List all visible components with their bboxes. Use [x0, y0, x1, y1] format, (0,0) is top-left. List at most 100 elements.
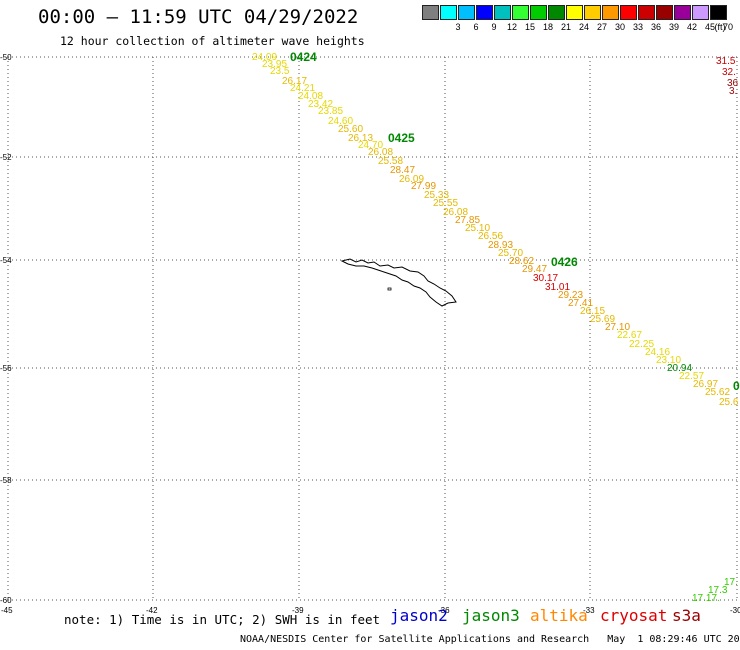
wave-height-label: 23.42 [308, 99, 333, 110]
edge-readings: 31.532.363. 17.17.317.17. 0 [692, 56, 740, 604]
scale-label: 27 [596, 22, 607, 32]
wave-height-label: 25.70 [498, 248, 523, 259]
wave-height-label: 25.10 [465, 223, 490, 234]
edge-reading-label: 17. [724, 577, 738, 588]
pass-id-label: 0426 [551, 255, 578, 269]
wave-height-label: 28.47 [390, 165, 415, 176]
wave-height-label: 31.01 [545, 282, 570, 293]
scale-swatch [638, 5, 655, 20]
satellite-legend-item: jason3 [462, 606, 520, 625]
wave-height-label: 23.5 [270, 66, 290, 77]
scale-swatch [548, 5, 565, 20]
scale-label: 36 [650, 22, 661, 32]
wave-height-label: 22.25 [629, 339, 654, 350]
scale-swatch [620, 5, 637, 20]
scale-label: 18 [542, 22, 553, 32]
wave-height-label: 24.70 [358, 140, 383, 151]
scale-label: 6 [473, 22, 479, 32]
wave-height-label: 24.08 [298, 91, 323, 102]
scale-label: 33 [632, 22, 643, 32]
scale-label: 21 [560, 22, 571, 32]
wave-height-label: 26.17 [282, 76, 307, 87]
scale-label: 9 [491, 22, 497, 32]
scale-swatch [458, 5, 475, 20]
lon-tick-label: -36 [438, 606, 450, 615]
scale-label: 30 [614, 22, 625, 32]
lon-tick-label: -42 [146, 606, 158, 615]
scale-label: 70 [722, 22, 733, 32]
wave-height-label: 22.67 [617, 330, 642, 341]
wave-height-label: 26.97 [693, 379, 718, 390]
satellite-legend-item: cryosat [600, 606, 668, 625]
wave-height-label: 25.33 [424, 190, 449, 201]
wave-height-label: 27.10 [605, 322, 630, 333]
scale-swatch [566, 5, 583, 20]
axis-tick-labels: -50 -52 -54 -56 -58 -60-45 -42 -39 -36 -33 -30 [0, 53, 740, 615]
pass-id-label: 0424 [290, 50, 317, 64]
wave-height-label: 26.13 [348, 133, 373, 144]
edge-reading-label: 17.17. [692, 593, 720, 604]
wave-height-label: 26.15 [580, 306, 605, 317]
wave-height-label: 23.85 [318, 106, 343, 117]
scale-label: 39 [668, 22, 679, 32]
satellite-legend-item: jason2 [390, 606, 448, 625]
credit-line: NOAA/NESDIS Center for Satellite Applica… [240, 634, 740, 645]
wave-height-label: 26.08 [368, 147, 393, 158]
lon-tick-label: -39 [292, 606, 304, 615]
wave-height-label: 24.60 [328, 116, 353, 127]
wave-height-label: 28.62 [509, 256, 534, 267]
pass-id-label: 0425 [388, 131, 415, 145]
scale-swatch [692, 5, 709, 20]
wave-height-label: 23.10 [656, 355, 681, 366]
lon-tick-label: -30 [730, 606, 740, 615]
wave-height-label: 29.47 [522, 264, 547, 275]
lat-tick-label: -56 [0, 364, 12, 373]
wave-height-label: 26.09 [399, 174, 424, 185]
wave-height-label: 29.23 [558, 290, 583, 301]
wave-height-label: 24.21 [290, 83, 315, 94]
scale-swatch [476, 5, 493, 20]
wave-height-label: 25.62 [705, 387, 730, 398]
satellite-legend-item: altika [530, 606, 588, 625]
wave-height-label: 25.60 [338, 124, 363, 135]
wave-height-label: 26.08 [443, 207, 468, 218]
wave-height-label: 25.58 [378, 156, 403, 167]
edge-reading-label: 36 [727, 78, 739, 89]
scale-label: 24 [578, 22, 589, 32]
scale-swatch [602, 5, 619, 20]
scale-swatch [512, 5, 529, 20]
wave-height-label: 23.95 [262, 59, 287, 70]
wave-height-readings: 24.0923.9523.526.1724.2124.0823.4223.852… [252, 52, 739, 408]
lon-tick-label: -45 [1, 606, 13, 615]
scale-swatch [584, 5, 601, 20]
wave-height-label: 26.56 [478, 231, 503, 242]
wave-height-label: 25.69 [590, 314, 615, 325]
edge-reading-label: 31.5 [716, 56, 736, 67]
scale-label: 42 [686, 22, 697, 32]
scale-label: 45 [704, 22, 715, 32]
lon-tick-label: -33 [583, 606, 595, 615]
south-georgia-island [340, 258, 457, 307]
scale-swatch [710, 5, 727, 20]
scale-swatch [440, 5, 457, 20]
wave-height-label: 24.16 [645, 347, 670, 358]
scale-swatch [530, 5, 547, 20]
wave-height-label: 24.09 [252, 52, 277, 63]
scale-label: 15 [524, 22, 535, 32]
wave-height-label: 28.93 [488, 240, 513, 251]
wave-height-label: 27.41 [568, 298, 593, 309]
lat-tick-label: -54 [0, 256, 12, 265]
lat-tick-label: -52 [0, 153, 12, 162]
small-island [387, 287, 392, 291]
lat-tick-label: -60 [0, 596, 12, 605]
scale-swatch [656, 5, 673, 20]
scale-label: 12 [506, 22, 517, 32]
map-subtitle: 12 hour collection of altimeter wave hei… [60, 34, 365, 48]
edge-reading-label: 32. [722, 67, 736, 78]
lat-lon-grid [7, 56, 738, 601]
edge-reading-label: 3. [729, 86, 737, 97]
scale-unit: (ft) [714, 22, 726, 32]
lat-tick-label: -50 [0, 53, 12, 62]
wave-height-label: 20.94 [667, 363, 692, 374]
